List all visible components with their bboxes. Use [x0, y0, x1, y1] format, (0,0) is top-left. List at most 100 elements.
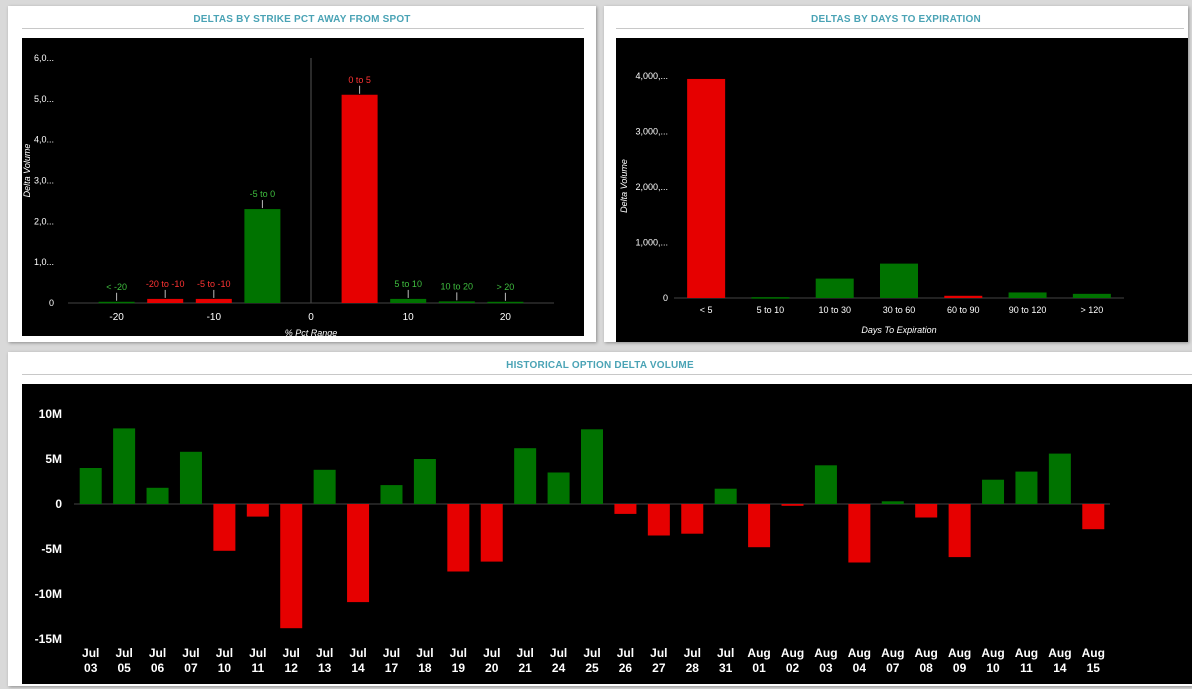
y-tick-label: 2,000,...: [635, 182, 668, 192]
x-tick-month: Jul: [416, 646, 433, 660]
x-tick-label: 10: [403, 312, 415, 323]
bar: [748, 504, 771, 548]
bar-label: 5 to 10: [394, 279, 422, 289]
bar: [848, 504, 871, 563]
bar: [681, 504, 704, 534]
y-tick-label: 0: [663, 293, 668, 303]
bar: [1008, 292, 1047, 298]
y-tick-label: 3,0...: [34, 176, 54, 186]
x-tick-month: Jul: [283, 646, 300, 660]
x-tick-month: Jul: [583, 646, 600, 660]
x-tick-month: Jul: [550, 646, 567, 660]
bar-label: -20 to -10: [146, 279, 185, 289]
days-to-exp-plot: 0 1,000,... 2,000,... 3,000,... 4,000,... < 5…: [616, 38, 1188, 342]
x-tick-month: Jul: [82, 646, 99, 660]
bar: [1048, 453, 1071, 504]
y-tick-label: -5M: [41, 542, 62, 556]
strike-pct-plot: 0 1,0... 2,0... 3,0... 4,0... 5,0... 6,0... -20…: [22, 38, 584, 338]
bar: [280, 504, 303, 629]
y-tick-label: -10M: [35, 587, 62, 601]
bar: [814, 465, 837, 504]
x-tick-month: Jul: [483, 646, 500, 660]
x-tick-month: Jul: [650, 646, 667, 660]
strike-pct-chart: 0 1,0... 2,0... 3,0... 4,0... 5,0... 6,0... -20…: [22, 53, 554, 338]
x-tick-day: 07: [886, 661, 900, 675]
days-to-exp-panel: DELTAS BY DAYS TO EXPIRATION 0 1,000,... 2…: [604, 6, 1188, 342]
x-tick-day: 14: [351, 661, 365, 675]
bar: [438, 301, 475, 303]
bar: [948, 504, 971, 558]
x-tick-day: 21: [518, 661, 532, 675]
x-tick-label: 20: [500, 312, 512, 323]
y-tick-label: 4,0...: [34, 135, 54, 145]
x-tick-month: Aug: [781, 646, 804, 660]
bar: [79, 468, 102, 504]
bar: [982, 479, 1005, 504]
bar: [146, 487, 169, 504]
bar: [380, 485, 403, 504]
history-plot: 10M 5M 0 -5M -10M -15M Jul 03 Jul 05 Jul 06 Jul 07 Jul…: [22, 384, 1192, 684]
strike-pct-title: DELTAS BY STRIKE PCT AWAY FROM SPOT: [193, 14, 411, 25]
bar: [581, 429, 603, 504]
x-tick-label: 10 to 30: [818, 305, 851, 315]
x-tick-day: 26: [619, 661, 633, 675]
bar: [944, 295, 983, 298]
bar: [347, 504, 370, 603]
bar: [313, 469, 336, 504]
bar: [413, 459, 436, 504]
x-tick-day: 06: [151, 661, 165, 675]
bar: [246, 504, 269, 517]
x-tick-label: 0: [308, 312, 314, 323]
bar: [687, 78, 726, 298]
y-tick-label: 2,0...: [34, 216, 54, 226]
x-tick-month: Aug: [948, 646, 971, 660]
bar: [881, 501, 904, 504]
x-tick-day: 03: [819, 661, 833, 675]
x-tick-month: Jul: [182, 646, 199, 660]
y-tick-label: 5M: [45, 452, 62, 466]
x-tick-day: 04: [853, 661, 867, 675]
bar: [781, 504, 804, 506]
x-tick-month: Jul: [717, 646, 734, 660]
bar-label: < -20: [106, 282, 127, 292]
x-tick-day: 08: [920, 661, 934, 675]
x-tick-label: 90 to 120: [1009, 305, 1047, 315]
x-tick-day: 11: [1020, 661, 1033, 675]
x-tick-day: 07: [184, 661, 198, 675]
y-tick-label: -15M: [35, 632, 62, 646]
x-tick-month: Jul: [149, 646, 166, 660]
x-tick-month: Jul: [316, 646, 333, 660]
x-tick-month: Aug: [848, 646, 871, 660]
bar: [1082, 504, 1105, 530]
x-tick-month: Jul: [684, 646, 701, 660]
y-tick-label: 5,0...: [34, 94, 54, 104]
bar: [547, 472, 570, 504]
x-tick-day: 05: [117, 661, 131, 675]
x-tick-month: Jul: [617, 646, 634, 660]
x-tick-day: 17: [385, 661, 399, 675]
x-tick-day: 19: [452, 661, 466, 675]
x-tick-day: 20: [485, 661, 499, 675]
y-tick-label: 10M: [39, 407, 62, 421]
y-axis-title: Delta Volume: [619, 159, 629, 213]
y-axis-title: Delta Volume: [22, 144, 32, 198]
x-tick-day: 10: [218, 661, 232, 675]
x-tick-label: 60 to 90: [947, 305, 980, 315]
x-tick-day: 01: [752, 661, 766, 675]
y-tick-label: 3,000,...: [635, 127, 668, 137]
bar-label: 10 to 20: [441, 281, 474, 291]
x-tick-day: 03: [84, 661, 98, 675]
x-tick-label: -20: [109, 312, 124, 323]
x-tick-month: Aug: [981, 646, 1004, 660]
days-to-exp-chart: 0 1,000,... 2,000,... 3,000,... 4,000,... < 5…: [619, 71, 1124, 335]
bar: [614, 504, 637, 514]
x-tick-month: Jul: [349, 646, 366, 660]
x-tick-month: Aug: [881, 646, 904, 660]
bar: [487, 301, 524, 304]
bar: [179, 451, 202, 504]
bar: [113, 428, 136, 504]
bar: [480, 504, 503, 562]
y-tick-label: 1,000,...: [635, 238, 668, 248]
x-axis-title: % Pct Range: [285, 328, 338, 336]
x-tick-month: Jul: [450, 646, 467, 660]
